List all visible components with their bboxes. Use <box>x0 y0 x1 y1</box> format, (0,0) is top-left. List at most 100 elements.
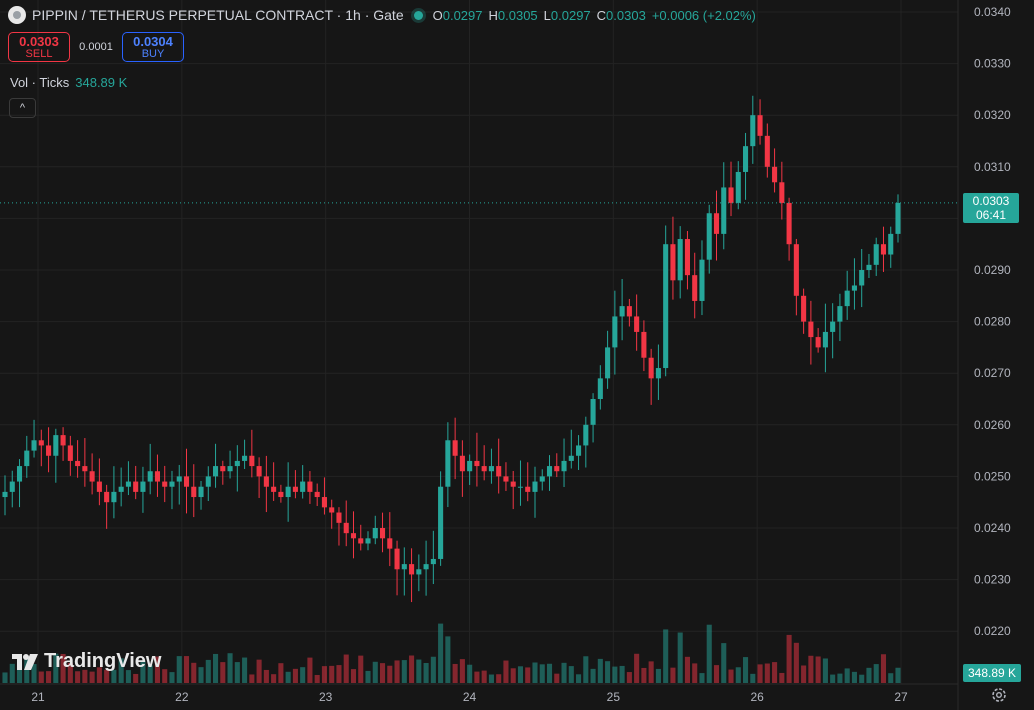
volume-bar <box>213 653 219 683</box>
candle-body <box>53 435 59 456</box>
candle-body <box>9 481 15 492</box>
candle-body <box>38 440 44 446</box>
volume-bar <box>619 665 625 683</box>
candle-body <box>641 331 647 358</box>
volume-bar <box>96 667 102 683</box>
volume-bar <box>365 670 371 683</box>
volume-bar <box>89 671 95 683</box>
settings-gear-icon[interactable] <box>990 686 1008 704</box>
volume-bar <box>721 643 727 683</box>
candle-body <box>801 295 807 322</box>
candle-body <box>176 476 182 482</box>
candle-body <box>706 213 712 260</box>
candle-body <box>866 264 872 270</box>
spread-value: 0.0001 <box>79 41 113 53</box>
candle-body <box>154 471 161 482</box>
volume-bar <box>808 655 814 683</box>
volume-bar <box>133 673 139 683</box>
candle-body <box>684 239 690 276</box>
volume-bar <box>844 668 850 683</box>
candle-body <box>648 357 654 379</box>
volume-bar <box>503 660 509 683</box>
volume-bar <box>895 667 901 683</box>
volume-bar <box>438 623 444 683</box>
candle-body <box>133 481 139 492</box>
volume-bar <box>779 672 785 683</box>
volume-bar <box>757 664 763 683</box>
y-tick-label: 0.0260 <box>974 418 1011 432</box>
candle-body <box>735 171 741 203</box>
candle-body <box>517 486 524 488</box>
ohlc-close: C0.0303 <box>596 7 646 23</box>
candle-body <box>16 466 23 482</box>
volume-bar <box>815 656 821 683</box>
y-tick-label: 0.0240 <box>974 521 1011 535</box>
candle-body <box>699 259 705 301</box>
buy-button[interactable]: 0.0304 BUY <box>122 32 184 62</box>
volume-bar <box>772 662 778 683</box>
volume-bar <box>227 653 233 683</box>
candle-body <box>401 564 407 570</box>
volume-legend[interactable]: Vol · Ticks 348.89 K <box>10 75 127 90</box>
volume-bar <box>445 636 451 683</box>
volume-bar <box>9 663 15 683</box>
tradingview-brand: TradingView <box>44 650 162 672</box>
candle-body <box>140 481 146 492</box>
collapse-legend-button[interactable]: ^ <box>9 98 36 118</box>
volume-bar <box>851 671 857 683</box>
candle-body <box>329 507 335 513</box>
volume-bar <box>706 624 712 683</box>
candle-body <box>111 491 117 503</box>
candle-body <box>757 115 763 136</box>
candle-body <box>285 486 291 498</box>
volume-bar <box>300 667 306 683</box>
x-tick-label: 22 <box>175 690 189 704</box>
volume-bar <box>24 657 30 683</box>
buy-price: 0.0304 <box>133 34 173 49</box>
candle-body <box>576 445 582 456</box>
x-tick-label: 21 <box>31 690 45 704</box>
volume-legend-label: Vol · Ticks <box>10 75 70 90</box>
volume-bar <box>641 667 647 683</box>
candle-body <box>597 378 603 399</box>
volume-bar <box>314 674 320 683</box>
volume-bar <box>859 674 865 683</box>
volume-bar <box>474 671 480 683</box>
volume-bar <box>75 671 81 683</box>
volume-bar <box>118 658 124 683</box>
candle-body <box>750 115 756 147</box>
volume-bar <box>837 673 843 683</box>
volume-bar <box>786 634 792 683</box>
ohlc-low: L0.0297 <box>543 7 591 23</box>
volume-bar <box>191 662 197 683</box>
chart-header: PIPPIN / TETHERUS PERPETUAL CONTRACT · 1… <box>8 6 756 24</box>
sell-price: 0.0303 <box>19 34 59 49</box>
volume-bar <box>46 671 52 683</box>
volume-bar <box>822 658 828 683</box>
candle-body <box>713 213 720 234</box>
volume-bar <box>31 664 37 683</box>
volume-bar <box>256 659 262 683</box>
volume-bar <box>183 656 190 683</box>
y-tick-label: 0.0280 <box>974 315 1011 329</box>
volume-legend-value: 348.89 K <box>75 75 128 90</box>
volume-bar <box>176 656 182 683</box>
candle-body <box>510 481 516 487</box>
candle-body <box>459 455 465 472</box>
candle-body <box>692 275 698 301</box>
volume-bar <box>379 663 386 683</box>
volume-bar <box>16 662 23 683</box>
sell-button[interactable]: 0.0303 SELL <box>8 32 70 62</box>
volume-bar <box>409 655 415 683</box>
candle-body <box>496 466 502 477</box>
candle-body <box>655 368 661 379</box>
y-tick-label: 0.0250 <box>974 469 1011 483</box>
candle-body <box>822 331 828 348</box>
candle-body <box>438 486 444 559</box>
volume-bar <box>82 669 88 683</box>
candle-body <box>387 538 393 549</box>
candle-body <box>772 166 778 183</box>
symbol-title[interactable]: PIPPIN / TETHERUS PERPETUAL CONTRACT · 1… <box>32 7 404 23</box>
candle-body <box>895 202 901 234</box>
